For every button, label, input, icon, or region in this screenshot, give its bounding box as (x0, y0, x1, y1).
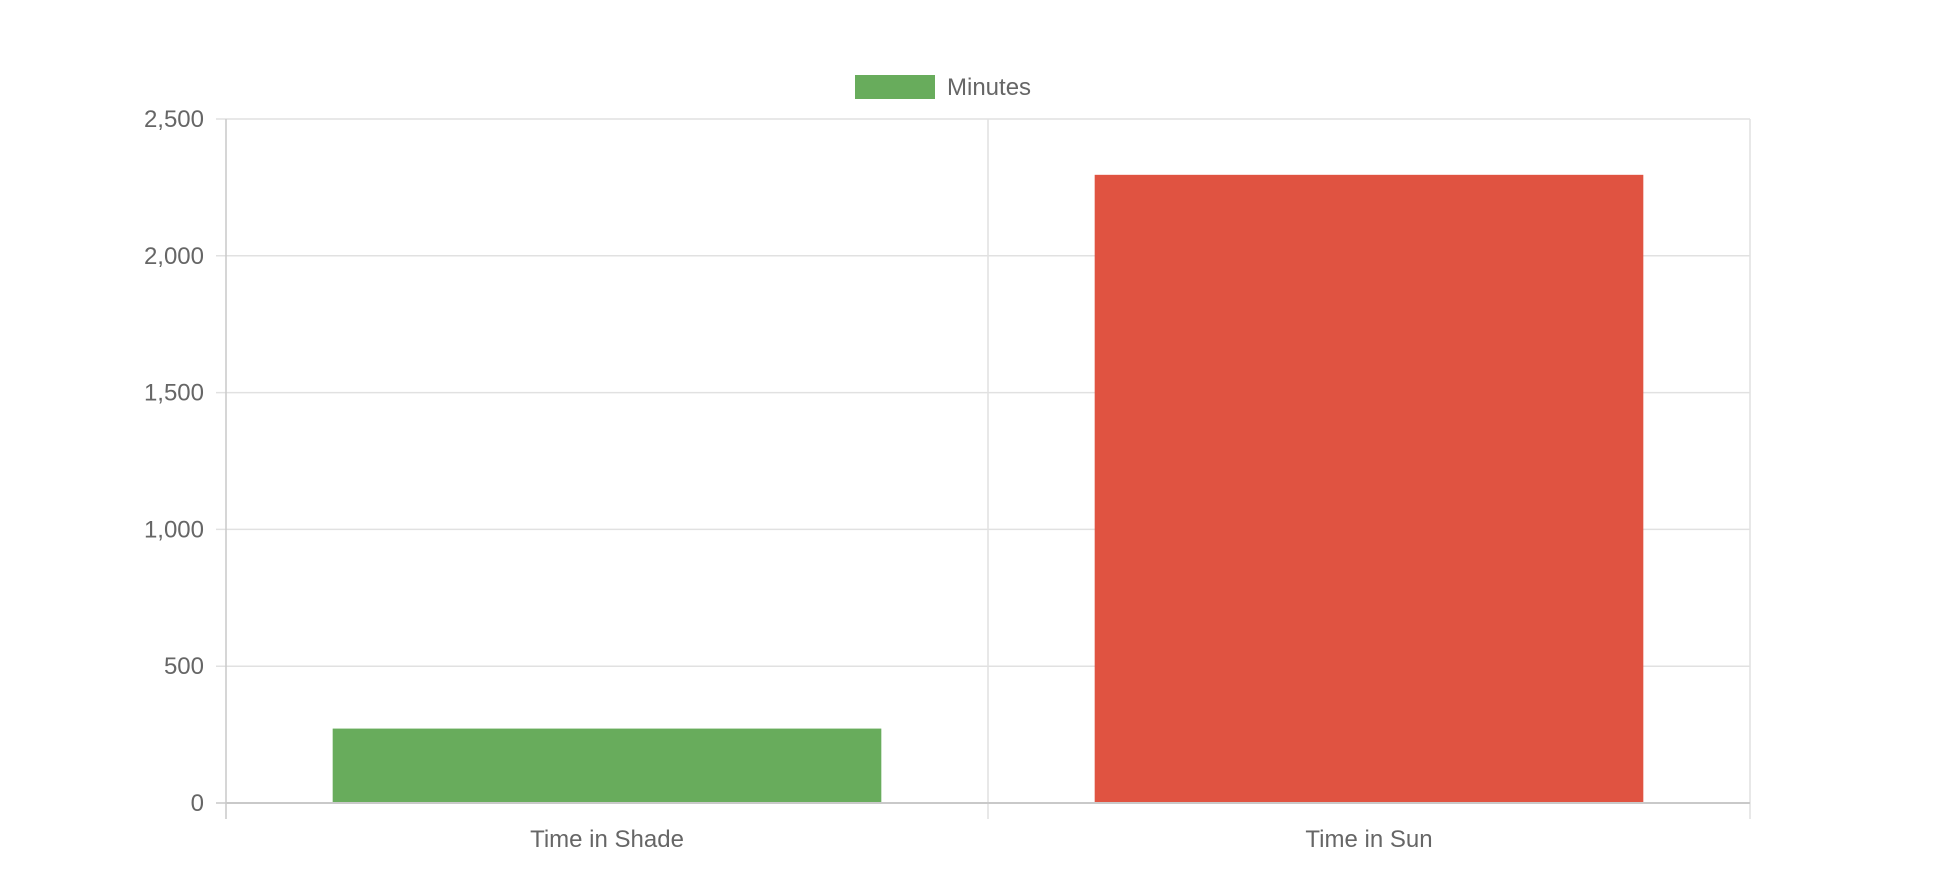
y-axis-tick-labels: 0 500 1,000 1,500 2,000 2,500 (144, 106, 204, 817)
y-tick-label: 1,500 (144, 380, 204, 407)
legend-label-minutes[interactable]: Minutes (947, 74, 1031, 101)
gridlines (216, 118, 1751, 819)
x-axis-tick-labels: Time in Shade Time in Sun (530, 826, 1433, 853)
bars (332, 174, 1644, 804)
y-tick-label: 1,000 (144, 516, 204, 543)
y-tick-label: 2,500 (144, 106, 204, 133)
bar-time-in-sun[interactable] (1094, 174, 1644, 804)
bar-time-in-shade[interactable] (332, 728, 882, 803)
legend-swatch-minutes[interactable] (855, 75, 935, 99)
axes (225, 119, 1750, 819)
y-tick-label: 2,000 (144, 243, 204, 270)
x-tick-label: Time in Shade (530, 826, 684, 853)
y-tick-label: 500 (164, 653, 204, 680)
legend[interactable]: Minutes (855, 74, 1031, 101)
x-tick-label: Time in Sun (1305, 826, 1432, 853)
y-tick-label: 0 (191, 790, 204, 817)
